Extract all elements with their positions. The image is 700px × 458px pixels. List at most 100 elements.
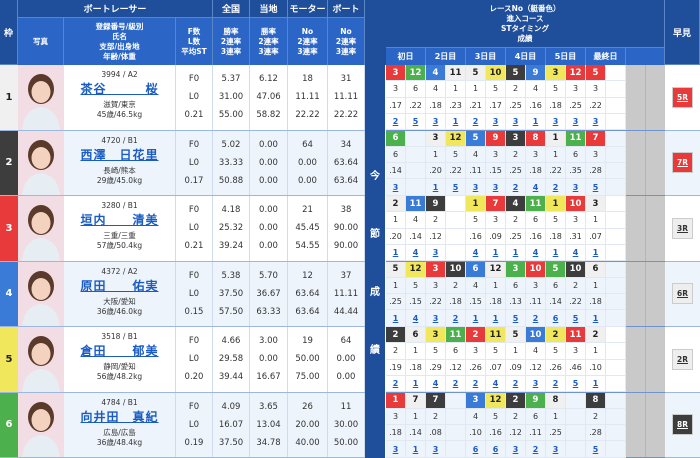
race-result-link[interactable]: 3 bbox=[586, 113, 606, 131]
national-value: 37.50 bbox=[218, 288, 244, 299]
race-result-link[interactable]: 3 bbox=[526, 375, 546, 393]
header-spacer bbox=[365, 0, 386, 65]
race-result-link[interactable]: 2 bbox=[386, 113, 406, 131]
race-result-link[interactable]: 2 bbox=[546, 375, 566, 393]
race-result-link[interactable]: 2 bbox=[466, 113, 486, 131]
race-result-link[interactable]: 1 bbox=[526, 113, 546, 131]
hayami-race-button[interactable]: 3R bbox=[672, 217, 693, 239]
race-result-link[interactable]: 3 bbox=[506, 113, 526, 131]
race-result-link[interactable]: 1 bbox=[426, 179, 446, 196]
racer-info: 3994 / A2 茶谷 桜滋賀/東京 45歳/46.5kg bbox=[64, 65, 176, 130]
race-result-link[interactable]: 2 bbox=[466, 375, 486, 393]
st-timing: .15 bbox=[486, 163, 506, 180]
race-result-link[interactable]: 4 bbox=[486, 375, 506, 393]
race-result-link[interactable]: 3 bbox=[386, 179, 406, 196]
registration-class: 4720 / B1 bbox=[101, 135, 138, 145]
race-number: 9 bbox=[426, 196, 446, 213]
local-value: 36.67 bbox=[256, 288, 281, 299]
race-result-link[interactable]: 5 bbox=[406, 113, 426, 131]
race-result-link[interactable]: 5 bbox=[446, 179, 466, 196]
boat-value: 90.00 bbox=[333, 223, 359, 234]
race-result-link[interactable]: 4 bbox=[426, 375, 446, 393]
st-timing: .16 bbox=[466, 228, 486, 245]
hayami-race-button[interactable]: 8R bbox=[672, 414, 693, 436]
race-result-link[interactable]: 1 bbox=[586, 310, 606, 327]
race-result-link[interactable]: 5 bbox=[566, 375, 586, 393]
racer-name-link[interactable]: 原田 佑実 bbox=[80, 278, 159, 293]
race-result-link[interactable]: 5 bbox=[586, 179, 606, 196]
racer-name-link[interactable]: 西澤 日花里 bbox=[80, 147, 159, 162]
racer-name-link[interactable]: 垣内 清美 bbox=[80, 213, 159, 227]
race-result-link[interactable]: 1 bbox=[506, 244, 526, 262]
race-result-link[interactable]: 3 bbox=[506, 441, 526, 458]
race-result-link[interactable]: 1 bbox=[486, 244, 506, 262]
registration-class: 3280 / B1 bbox=[101, 201, 138, 210]
race-result-link[interactable]: 3 bbox=[546, 113, 566, 131]
race-result-link[interactable]: 6 bbox=[486, 441, 506, 458]
hayami-race-button[interactable]: 2R bbox=[672, 348, 693, 370]
hayami-race-button[interactable]: 7R bbox=[672, 152, 693, 174]
race-result-link[interactable]: 3 bbox=[386, 441, 406, 458]
st-timing: .25 bbox=[546, 425, 566, 442]
race-result-link[interactable]: 2 bbox=[506, 179, 526, 196]
race-result-link[interactable]: 1 bbox=[406, 375, 426, 393]
race-result-link[interactable]: 4 bbox=[566, 244, 586, 262]
race-result-link[interactable]: 2 bbox=[526, 441, 546, 458]
race-result-link[interactable]: 3 bbox=[486, 179, 506, 196]
race-result-link[interactable]: 1 bbox=[586, 244, 606, 262]
race-result-link[interactable]: 1 bbox=[406, 441, 426, 458]
race-result-link[interactable]: 3 bbox=[566, 179, 586, 196]
st-timing bbox=[606, 228, 626, 245]
racer-name-link[interactable]: 倉田 郁美 bbox=[80, 344, 159, 358]
race-result-link[interactable]: 1 bbox=[586, 375, 606, 393]
race-result-link[interactable]: 6 bbox=[466, 441, 486, 458]
boat-value: 22.22 bbox=[333, 110, 359, 121]
race-result-link[interactable]: 3 bbox=[566, 113, 586, 131]
motor-value: 11.11 bbox=[295, 92, 320, 103]
race-number: 10 bbox=[566, 261, 586, 278]
race-result-link[interactable]: 1 bbox=[486, 310, 506, 327]
race-result-link[interactable]: 3 bbox=[426, 113, 446, 131]
race-number: 8 bbox=[586, 392, 606, 409]
racer-name-link[interactable]: 向井田 真紀 bbox=[80, 409, 159, 424]
race-result-link[interactable]: 6 bbox=[546, 310, 566, 327]
race-result-link[interactable]: 3 bbox=[546, 441, 566, 458]
race-result-link[interactable]: 2 bbox=[446, 375, 466, 393]
race-result-link[interactable]: 5 bbox=[566, 310, 586, 327]
race-result-link[interactable]: 3 bbox=[426, 244, 446, 262]
st-timing: .18 bbox=[546, 228, 566, 245]
race-result-link[interactable]: 1 bbox=[466, 310, 486, 327]
race-result-link[interactable]: 4 bbox=[466, 244, 486, 262]
local-value: 0.00 bbox=[259, 205, 278, 216]
hayami-race-button[interactable]: 6R bbox=[672, 283, 693, 305]
race-result-link[interactable]: 3 bbox=[486, 113, 506, 131]
race-result-link[interactable]: 2 bbox=[546, 179, 566, 196]
race-result-link[interactable]: 3 bbox=[426, 310, 446, 327]
age-weight: 36歳/46.0kg bbox=[96, 306, 143, 316]
race-result-link[interactable]: 4 bbox=[406, 244, 426, 262]
race-result-link[interactable]: 5 bbox=[586, 441, 606, 458]
fl-value: L0 bbox=[188, 288, 200, 299]
empty-column bbox=[646, 130, 666, 195]
race-result-link[interactable]: 2 bbox=[386, 375, 406, 393]
race-result-link[interactable]: 3 bbox=[426, 441, 446, 458]
racer-name-link[interactable]: 茶谷 桜 bbox=[80, 82, 159, 96]
race-number: 7 bbox=[426, 392, 446, 409]
race-result-link[interactable]: 2 bbox=[446, 310, 466, 327]
race-result-link[interactable]: 4 bbox=[406, 310, 426, 327]
st-timing: .25 bbox=[506, 97, 526, 114]
race-number: 11 bbox=[566, 327, 586, 344]
race-result-link[interactable]: 2 bbox=[506, 375, 526, 393]
race-result-link[interactable]: 1 bbox=[386, 244, 406, 262]
race-result-link[interactable]: 4 bbox=[526, 179, 546, 196]
race-result-link[interactable]: 1 bbox=[546, 244, 566, 262]
race-result-link[interactable]: 4 bbox=[526, 244, 546, 262]
local-stats: 3.65 13.04 34.78 bbox=[250, 392, 288, 457]
race-number: 9 bbox=[526, 392, 546, 409]
hayami-race-button[interactable]: 5R bbox=[672, 86, 693, 108]
race-result-link[interactable]: 5 bbox=[506, 310, 526, 327]
race-result-link[interactable]: 1 bbox=[446, 113, 466, 131]
race-result-link[interactable]: 1 bbox=[386, 310, 406, 327]
race-result-link[interactable]: 2 bbox=[526, 310, 546, 327]
race-result-link[interactable]: 3 bbox=[466, 179, 486, 196]
